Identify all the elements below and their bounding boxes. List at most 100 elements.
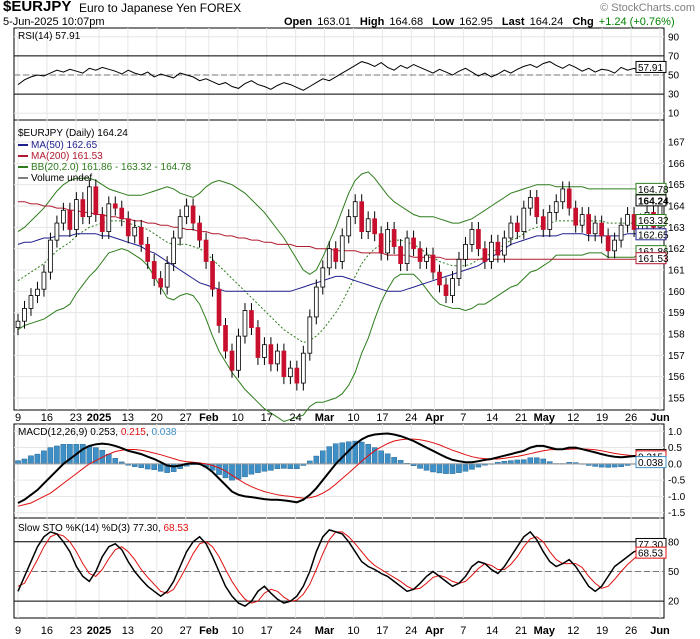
- x-tick-label: 23: [70, 625, 82, 637]
- candle-up: [307, 316, 313, 354]
- y-tick-label: 167: [668, 138, 685, 149]
- candle-down: [631, 214, 637, 230]
- candle-down: [203, 239, 209, 262]
- y-tick-label: 80: [668, 537, 680, 548]
- y-tick-label: 159: [668, 308, 685, 319]
- chart-header: $EURJPY Euro to Japanese Yen FOREX © Sto…: [0, 0, 700, 28]
- legend-entry: BB(20,2.0) 161.86 - 163.32 - 164.78: [31, 162, 192, 173]
- candle-up: [489, 241, 494, 262]
- y-tick-label: 0.0: [668, 459, 682, 470]
- x-tick-label: 10: [347, 625, 359, 637]
- candle-down: [599, 222, 604, 237]
- high-label: High: [359, 16, 385, 28]
- y-tick-label: 0.5: [668, 443, 682, 454]
- macd-hist-bar: [28, 455, 34, 465]
- macd-hist-bar: [540, 458, 547, 465]
- macd-hist-bar: [378, 450, 384, 465]
- macd-hist-bar: [54, 445, 60, 465]
- candle-up: [320, 267, 326, 288]
- macd-hist-bar: [144, 463, 151, 470]
- candle-down: [249, 310, 254, 328]
- candle-down: [573, 207, 579, 226]
- candle-down: [378, 233, 384, 254]
- macd-panel: [13, 423, 665, 519]
- candle-up: [15, 320, 21, 329]
- candle-up: [618, 224, 624, 241]
- candle-down: [190, 205, 196, 224]
- low-label: Low: [432, 16, 455, 28]
- macd-hist-bar: [112, 458, 119, 465]
- value-tag-box: [635, 60, 667, 73]
- candle-up: [547, 211, 553, 230]
- y-tick-label: -0.5: [668, 476, 686, 487]
- macd-hist-bar: [242, 463, 248, 478]
- candle-up: [365, 218, 371, 233]
- x-tick-label: 23: [70, 412, 82, 424]
- value-tag-label: 164.24: [638, 196, 669, 207]
- candle-down: [534, 197, 540, 218]
- sto-panel: [13, 517, 665, 619]
- x-tick-label: 13: [122, 625, 134, 637]
- x-tick-label: 16: [41, 625, 53, 637]
- candle-up: [456, 258, 462, 279]
- value-tag-box: [635, 228, 667, 241]
- value-tag-box: [635, 214, 667, 227]
- candle-down: [255, 327, 261, 358]
- candle-down: [268, 344, 274, 365]
- candle-up: [326, 248, 332, 269]
- macd-hist-bar: [235, 463, 242, 480]
- candle-up: [132, 226, 138, 237]
- candle-down: [210, 261, 215, 290]
- macd-hist-value: 0.038: [151, 427, 176, 438]
- bb-upper-line: [17, 171, 660, 275]
- candle-down: [216, 288, 222, 326]
- candle-down: [495, 241, 501, 256]
- candle-up: [184, 205, 189, 218]
- high-value: 164.68: [389, 16, 424, 28]
- x-tick-label: 12: [567, 412, 579, 424]
- macd-hist-bar: [261, 463, 268, 472]
- x-tick-label: Mar: [315, 625, 335, 637]
- macd-hist-bar: [443, 463, 449, 474]
- value-tag-label: 0.038: [638, 458, 663, 469]
- y-tick-label: 163: [668, 223, 685, 234]
- y-tick-label: 20: [668, 597, 680, 608]
- rsi-panel: [13, 27, 665, 121]
- last-value: 164.24: [529, 16, 564, 28]
- y-tick-label: 90: [668, 32, 680, 43]
- x-tick-label: 16: [41, 412, 53, 424]
- candle-up: [450, 278, 455, 296]
- x-tick-label: 13: [122, 412, 134, 424]
- candle-up: [625, 214, 630, 226]
- candle-down: [514, 222, 520, 232]
- y-tick-label: 161: [668, 266, 685, 277]
- macd-hist-bar: [423, 463, 430, 471]
- value-tag-box: [635, 252, 667, 265]
- candle-down: [443, 284, 449, 296]
- candle-up: [61, 209, 66, 224]
- macd-hist-bar: [34, 453, 41, 465]
- chg-value: +1.24 (+0.76%): [598, 16, 675, 28]
- value-tag-label: 68.53: [638, 549, 663, 560]
- macd-title-prefix: MACD(12,26,9): [18, 427, 87, 438]
- price-panel: [13, 119, 665, 411]
- watermark: © StockCharts.com: [600, 2, 695, 14]
- quote-bar: Open 163.01 High 164.68 Low 162.95 Last …: [284, 16, 677, 28]
- sto-k-value: 77.30: [133, 523, 158, 534]
- value-tag-box: [635, 546, 667, 559]
- candle-down: [391, 229, 397, 247]
- candle-up: [579, 214, 585, 226]
- candle-down: [138, 226, 144, 245]
- y-tick-label: 162: [668, 244, 685, 255]
- candle-up: [48, 239, 53, 273]
- macd-hist-bar: [268, 463, 274, 471]
- candle-down: [223, 325, 228, 352]
- x-tick-label: 9: [15, 412, 21, 424]
- value-tag-box: [635, 456, 667, 469]
- macd-hist-bar: [533, 457, 540, 465]
- x-tick-label: 26: [625, 625, 637, 637]
- candle-down: [411, 237, 416, 250]
- candle-up: [236, 335, 241, 371]
- x-tick-label: 27: [180, 625, 192, 637]
- legend-entry: Volume undef: [31, 173, 92, 184]
